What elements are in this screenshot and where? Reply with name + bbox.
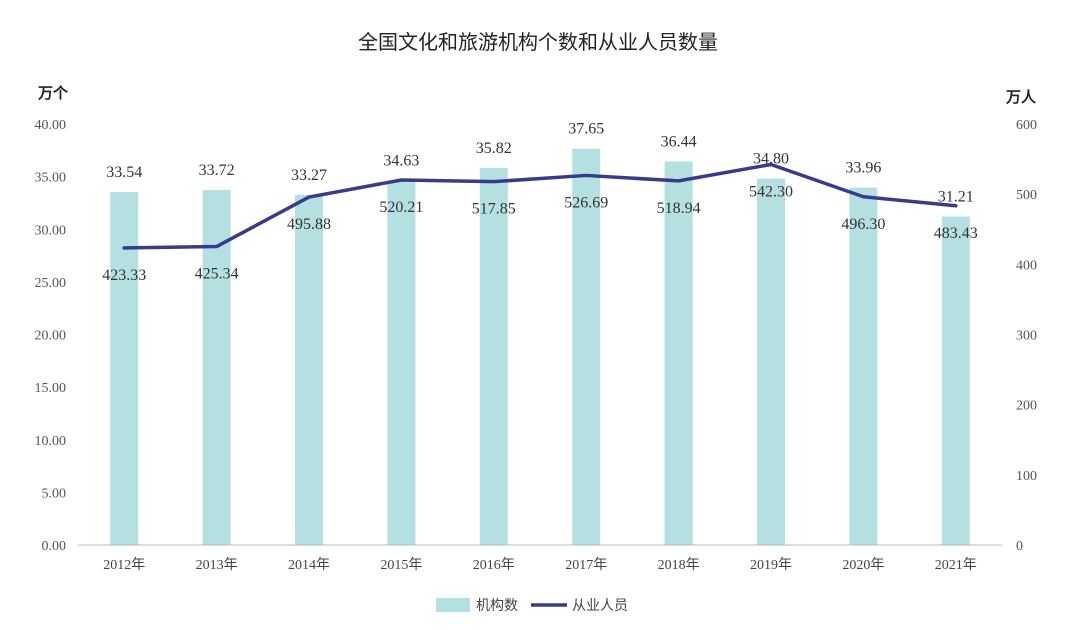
bar (387, 180, 416, 545)
x-tick-label: 2018年 (658, 557, 700, 573)
x-tick-label: 2019年 (750, 557, 792, 573)
legend-swatch-bar (436, 598, 470, 612)
x-tick-label: 2016年 (473, 557, 515, 573)
line-value-label: 496.30 (841, 216, 885, 233)
line-data-labels: 423.33 425.34 495.88 520.21 517.85 526.69 518.… (102, 183, 978, 283)
right-y-tick-label: 500 (1016, 188, 1037, 203)
bar-value-label: 33.72 (199, 162, 235, 179)
line-value-label: 518.94 (657, 200, 701, 217)
legend: 机构数 从业人员 (436, 598, 628, 614)
line-point (399, 178, 403, 182)
bar-data-labels: 33.54 33.72 33.27 34.63 35.82 37.65 36.44 34.80… (106, 121, 974, 206)
x-axis: 2012年 2013年 2014年 2015年 2016年 2017年 2018年 2019年… (78, 544, 1002, 573)
line-value-label: 542.30 (749, 183, 793, 200)
legend-label-line: 从业人员 (572, 598, 628, 614)
line-point (861, 195, 865, 199)
bar-value-label: 35.82 (476, 140, 512, 157)
left-y-tick-label: 25.00 (35, 276, 67, 291)
legend-label-bar: 机构数 (476, 598, 518, 614)
left-y-tick-label: 5.00 (42, 486, 67, 501)
chart-title: 全国文化和旅游机构个数和从业人员数量 (358, 30, 718, 54)
line-value-label: 423.33 (102, 267, 146, 284)
x-tick-label: 2021年 (935, 557, 977, 573)
bar-value-label: 37.65 (568, 121, 604, 138)
bar-value-label: 33.96 (845, 160, 881, 177)
line-point (122, 246, 126, 250)
x-tick-label: 2015年 (380, 557, 422, 573)
bar (849, 187, 878, 546)
line-point (769, 162, 773, 166)
line-path (122, 162, 958, 250)
left-y-tick-label: 30.00 (35, 223, 67, 238)
bar (941, 216, 970, 545)
left-y-axis: 0.00 5.00 10.00 15.00 20.00 25.00 30.00 35.00 40… (35, 118, 67, 554)
line-point (215, 245, 219, 249)
bar (757, 178, 785, 546)
right-y-tick-label: 100 (1016, 469, 1037, 484)
line-series (122, 162, 958, 250)
line-point (492, 180, 496, 184)
left-y-tick-label: 0.00 (42, 539, 67, 554)
bar-value-label: 36.44 (661, 133, 697, 150)
line-value-label: 520.21 (379, 199, 423, 216)
x-tick-label: 2020年 (842, 557, 884, 573)
left-y-tick-label: 35.00 (35, 171, 67, 186)
line-point (677, 179, 681, 183)
right-y-tick-label: 400 (1016, 258, 1037, 273)
line-point (584, 173, 588, 177)
x-tick-label: 2012年 (103, 557, 145, 573)
left-y-tick-label: 20.00 (35, 329, 67, 344)
left-axis-unit: 万个 (37, 84, 69, 102)
bar (572, 148, 601, 545)
line-value-label: 526.69 (564, 194, 608, 211)
bar (110, 191, 139, 545)
right-y-tick-label: 200 (1016, 399, 1037, 414)
line-point (954, 204, 958, 208)
bar-series (110, 148, 970, 546)
x-tick-label: 2013年 (196, 557, 238, 573)
left-y-tick-label: 10.00 (35, 434, 67, 449)
right-y-tick-label: 0 (1016, 539, 1023, 554)
bar (202, 190, 231, 546)
left-y-tick-label: 40.00 (35, 118, 67, 133)
x-tick-label: 2014年 (288, 557, 330, 573)
bar-value-label: 33.54 (106, 164, 142, 181)
bar (479, 167, 508, 545)
line-value-label: 483.43 (934, 225, 978, 242)
bar (295, 194, 323, 545)
bar-value-label: 31.21 (938, 189, 974, 206)
right-y-axis: 0 100 200 300 400 500 600 (1016, 118, 1037, 554)
line-value-label: 425.34 (195, 266, 239, 283)
left-y-tick-label: 15.00 (35, 381, 67, 396)
bar-value-label: 34.63 (383, 153, 419, 170)
right-axis-unit: 万人 (1005, 88, 1037, 106)
bar (664, 161, 693, 545)
x-tick-label: 2017年 (565, 557, 607, 573)
right-y-tick-label: 600 (1016, 118, 1037, 133)
line-value-label: 495.88 (287, 216, 331, 233)
bar-value-label: 34.80 (753, 151, 789, 168)
right-y-tick-label: 300 (1016, 329, 1037, 344)
bar-value-label: 33.27 (291, 167, 327, 184)
line-point (307, 195, 311, 199)
line-value-label: 517.85 (472, 201, 516, 218)
